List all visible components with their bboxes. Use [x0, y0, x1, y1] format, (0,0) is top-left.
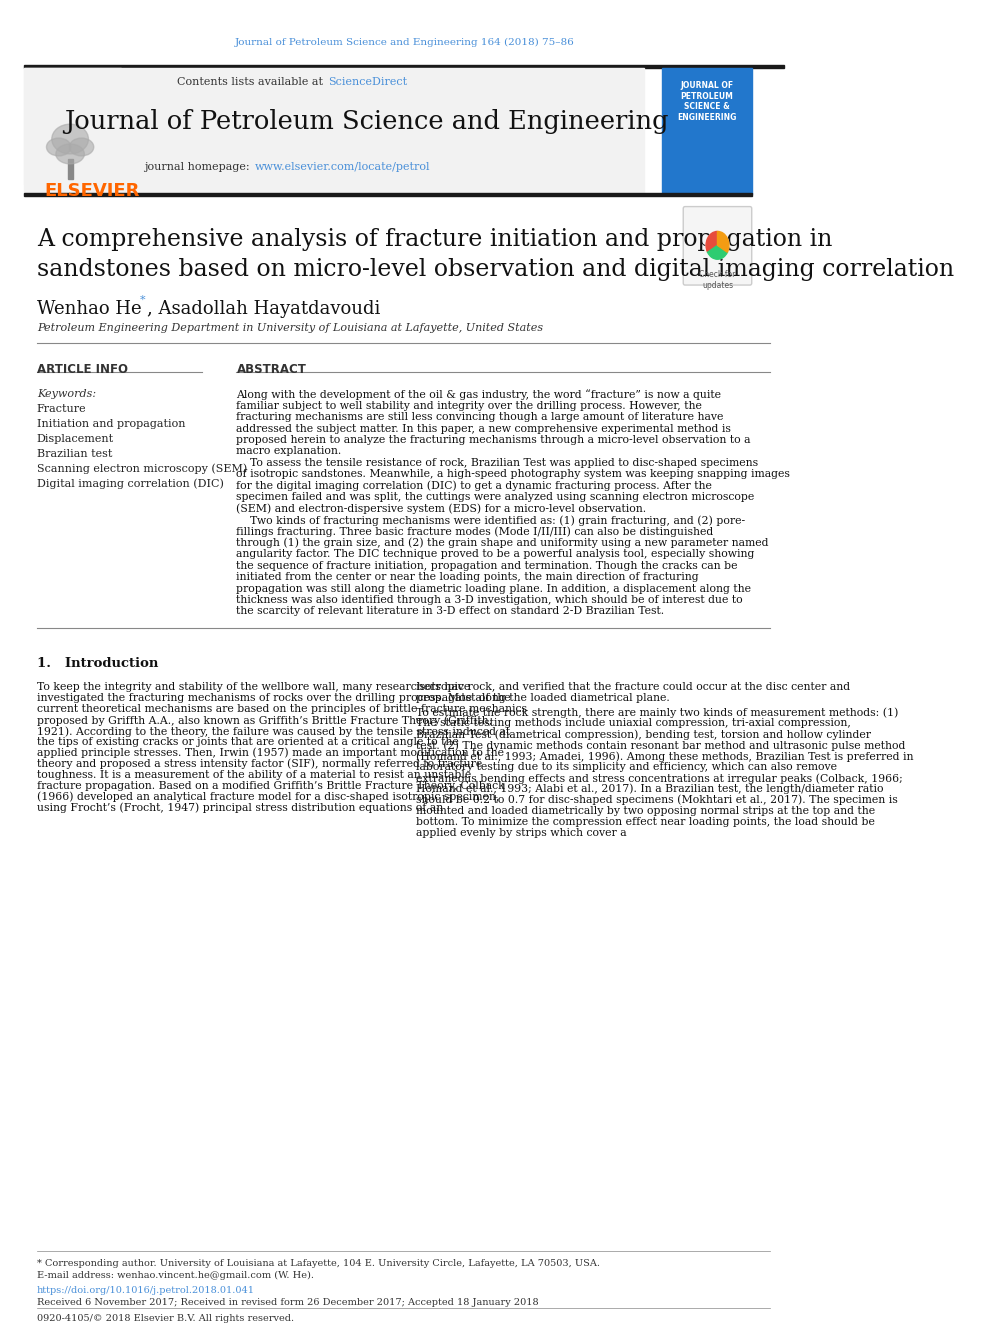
- Text: fracture propagation. Based on a modified Griffith’s Brittle Fracture Theory, Co: fracture propagation. Based on a modifie…: [37, 781, 505, 791]
- Text: extraneous bending effects and stress concentrations at irregular peaks (Colback: extraneous bending effects and stress co…: [416, 773, 903, 783]
- Text: To keep the integrity and stability of the wellbore wall, many researchers have: To keep the integrity and stability of t…: [37, 683, 470, 692]
- Wedge shape: [707, 245, 727, 259]
- Bar: [25, 65, 785, 67]
- Text: the sequence of fracture initiation, propagation and termination. Though the cra: the sequence of fracture initiation, pro…: [236, 561, 738, 570]
- Text: Fracture: Fracture: [37, 405, 86, 414]
- Text: specimen failed and was split, the cuttings were analyzed using scanning electro: specimen failed and was split, the cutti…: [236, 492, 755, 503]
- Text: To assess the tensile resistance of rock, Brazilian Test was applied to disc-sha: To assess the tensile resistance of rock…: [236, 458, 759, 468]
- Text: through (1) the grain size, and (2) the grain shape and uniformity using a new p: through (1) the grain size, and (2) the …: [236, 538, 769, 548]
- Text: for the digital imaging correlation (DIC) to get a dynamic fracturing process. A: for the digital imaging correlation (DIC…: [236, 480, 712, 491]
- Ellipse shape: [69, 138, 94, 156]
- Text: mounted and loaded diametrically by two opposing normal strips at the top and th: mounted and loaded diametrically by two …: [416, 806, 875, 816]
- Text: Digital imaging correlation (DIC): Digital imaging correlation (DIC): [37, 479, 223, 490]
- Text: laboratory testing due to its simplicity and efficiency, which can also remove: laboratory testing due to its simplicity…: [416, 762, 837, 773]
- Text: the tips of existing cracks or joints that are oriented at a critical angle to t: the tips of existing cracks or joints th…: [37, 737, 458, 747]
- Text: Check for
updates: Check for updates: [699, 270, 736, 290]
- Text: Received 6 November 2017; Received in revised form 26 December 2017; Accepted 18: Received 6 November 2017; Received in re…: [37, 1298, 539, 1307]
- Text: fracturing mechanisms are still less convincing though a large amount of literat: fracturing mechanisms are still less con…: [236, 413, 724, 422]
- Text: Wenhao He: Wenhao He: [37, 300, 141, 318]
- Text: Two kinds of fracturing mechanisms were identified as: (1) grain fracturing, and: Two kinds of fracturing mechanisms were …: [236, 515, 746, 525]
- Text: of isotropic sandstones. Meanwhile, a high-speed photography system was keeping : of isotropic sandstones. Meanwhile, a hi…: [236, 470, 791, 479]
- Text: journal homepage:: journal homepage:: [144, 161, 253, 172]
- Text: * Corresponding author. University of Louisiana at Lafayette, 104 E. University : * Corresponding author. University of Lo…: [37, 1259, 600, 1269]
- Text: isotropic rock, and verified that the fracture could occur at the disc center an: isotropic rock, and verified that the fr…: [416, 683, 850, 692]
- Text: E-mail address: wenhao.vincent.he@gmail.com (W. He).: E-mail address: wenhao.vincent.he@gmail.…: [37, 1271, 313, 1281]
- Ellipse shape: [47, 138, 71, 156]
- Text: test. (2) The dynamic methods contain resonant bar method and ultrasonic pulse m: test. (2) The dynamic methods contain re…: [416, 741, 905, 750]
- Text: toughness. It is a measurement of the ability of a material to resist an unstabl: toughness. It is a measurement of the ab…: [37, 770, 471, 779]
- Text: (Homand et al., 1993; Amadei, 1996). Among these methods, Brazilian Test is pref: (Homand et al., 1993; Amadei, 1996). Amo…: [416, 751, 914, 762]
- Text: propagate along the loaded diametrical plane.: propagate along the loaded diametrical p…: [416, 693, 670, 704]
- Text: addressed the subject matter. In this paper, a new comprehensive experimental me: addressed the subject matter. In this pa…: [236, 423, 731, 434]
- FancyBboxPatch shape: [683, 206, 752, 284]
- Circle shape: [706, 232, 729, 259]
- Text: the scarcity of relevant literature in 3-D effect on standard 2-D Brazilian Test: the scarcity of relevant literature in 3…: [236, 606, 665, 617]
- Text: 1.   Introduction: 1. Introduction: [37, 658, 158, 671]
- Wedge shape: [706, 232, 717, 253]
- Bar: [25, 193, 752, 196]
- Text: bottom. To minimize the compression effect near loading points, the load should : bottom. To minimize the compression effe…: [416, 816, 875, 827]
- Text: proposed herein to analyze the fracturing mechanisms through a micro-level obser: proposed herein to analyze the fracturin…: [236, 435, 751, 445]
- Text: ScienceDirect: ScienceDirect: [328, 78, 408, 87]
- Text: ARTICLE INFO: ARTICLE INFO: [37, 363, 128, 376]
- Text: A comprehensive analysis of fracture initiation and propagation in: A comprehensive analysis of fracture ini…: [37, 229, 832, 251]
- Text: 0920-4105/© 2018 Elsevier B.V. All rights reserved.: 0920-4105/© 2018 Elsevier B.V. All right…: [37, 1314, 294, 1323]
- Text: applied principle stresses. Then, Irwin (1957) made an important modification to: applied principle stresses. Then, Irwin …: [37, 747, 504, 758]
- Ellipse shape: [56, 144, 84, 164]
- Text: Journal of Petroleum Science and Engineering: Journal of Petroleum Science and Enginee…: [64, 110, 670, 134]
- Text: initiated from the center or near the loading points, the main direction of frac: initiated from the center or near the lo…: [236, 572, 699, 582]
- Text: JOURNAL OF
PETROLEUM
SCIENCE &
ENGINEERING: JOURNAL OF PETROLEUM SCIENCE & ENGINEERI…: [678, 82, 737, 122]
- Text: Keywords:: Keywords:: [37, 389, 96, 400]
- Bar: [25, 67, 644, 193]
- Text: Brazilian Test (diametrical compression), bending test, torsion and hollow cylin: Brazilian Test (diametrical compression)…: [416, 729, 871, 740]
- Text: Initiation and propagation: Initiation and propagation: [37, 419, 186, 429]
- Ellipse shape: [52, 124, 88, 153]
- Text: propagation was still along the diametric loading plane. In addition, a displace: propagation was still along the diametri…: [236, 583, 752, 594]
- Text: Along with the development of the oil & gas industry, the word “fracture” is now: Along with the development of the oil & …: [236, 389, 721, 400]
- Bar: [662, 67, 752, 193]
- Text: Scanning electron microscopy (SEM): Scanning electron microscopy (SEM): [37, 464, 247, 475]
- Text: 1921). According to the theory, the failure was caused by the tensile stress ind: 1921). According to the theory, the fail…: [37, 726, 510, 737]
- Text: proposed by Griffth A.A., also known as Griffith’s Brittle Fracture Theory (Grif: proposed by Griffth A.A., also known as …: [37, 716, 492, 725]
- Text: Contents lists available at: Contents lists available at: [177, 78, 326, 87]
- Text: Journal of Petroleum Science and Engineering 164 (2018) 75–86: Journal of Petroleum Science and Enginee…: [234, 38, 574, 46]
- Text: *: *: [140, 295, 146, 306]
- Text: ELSEVIER: ELSEVIER: [45, 181, 140, 200]
- Wedge shape: [717, 232, 729, 253]
- Text: Homand et al., 1993; Alabi et al., 2017). In a Brazilian test, the length/diamet: Homand et al., 1993; Alabi et al., 2017)…: [416, 785, 883, 795]
- Text: (1966) developed an analytical fracture model for a disc-shaped isotropic specim: (1966) developed an analytical fracture …: [37, 791, 499, 802]
- Text: To estimate the rock strength, there are mainly two kinds of measurement methods: To estimate the rock strength, there are…: [416, 708, 898, 718]
- Text: The static testing methods include uniaxial compression, tri-axial compression,: The static testing methods include uniax…: [416, 718, 851, 729]
- Text: Displacement: Displacement: [37, 434, 114, 445]
- Text: sandstones based on micro-level observation and digital imaging correlation: sandstones based on micro-level observat…: [37, 258, 954, 282]
- Text: using Frocht’s (Frocht, 1947) principal stress distribution equations of an: using Frocht’s (Frocht, 1947) principal …: [37, 803, 443, 814]
- Text: familiar subject to well stability and integrity over the drilling process. Howe: familiar subject to well stability and i…: [236, 401, 702, 410]
- Text: applied evenly by strips which cover a: applied evenly by strips which cover a: [416, 828, 626, 837]
- Text: , Asadollah Hayatdavoudi: , Asadollah Hayatdavoudi: [147, 300, 380, 318]
- Text: fillings fracturing. Three basic fracture modes (Mode I/II/III) can also be dist: fillings fracturing. Three basic fractur…: [236, 527, 713, 537]
- Text: thickness was also identified through a 3-D investigation, which should be of in: thickness was also identified through a …: [236, 595, 743, 605]
- Text: Petroleum Engineering Department in University of Louisiana at Lafayette, United: Petroleum Engineering Department in Univ…: [37, 323, 543, 333]
- Text: ABSTRACT: ABSTRACT: [236, 363, 307, 376]
- Text: should be 0.2 to 0.7 for disc-shaped specimens (Mokhtari et al., 2017). The spec: should be 0.2 to 0.7 for disc-shaped spe…: [416, 795, 898, 806]
- Text: www.elsevier.com/locate/petrol: www.elsevier.com/locate/petrol: [255, 161, 431, 172]
- Bar: [25, 67, 121, 184]
- Text: (SEM) and electron-dispersive system (EDS) for a micro-level observation.: (SEM) and electron-dispersive system (ED…: [236, 504, 647, 515]
- Text: macro explanation.: macro explanation.: [236, 446, 341, 456]
- Text: current theoretical mechanisms are based on the principles of brittle fracture m: current theoretical mechanisms are based…: [37, 704, 527, 714]
- Text: investigated the fracturing mechanisms of rocks over the drilling process. Most : investigated the fracturing mechanisms o…: [37, 693, 510, 704]
- Bar: [67, 159, 72, 179]
- Text: Brazilian test: Brazilian test: [37, 448, 112, 459]
- Text: https://doi.org/10.1016/j.petrol.2018.01.041: https://doi.org/10.1016/j.petrol.2018.01…: [37, 1286, 255, 1295]
- Text: angularity factor. The DIC technique proved to be a powerful analysis tool, espe: angularity factor. The DIC technique pro…: [236, 549, 755, 560]
- Text: theory and proposed a stress intensity factor (SIF), normally referred to fractu: theory and proposed a stress intensity f…: [37, 759, 482, 770]
